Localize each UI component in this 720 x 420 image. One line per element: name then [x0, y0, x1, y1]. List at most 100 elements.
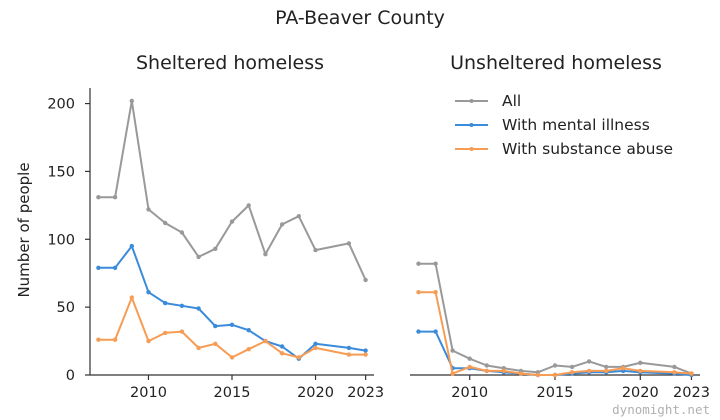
series-line-all	[418, 262, 692, 375]
data-point-with-substance-abuse	[346, 352, 352, 357]
x-tick-label: 2020	[297, 385, 334, 401]
data-point-all	[416, 261, 421, 266]
x-tick-label: 2015	[537, 385, 574, 401]
y-tick-label: 150	[47, 164, 75, 180]
series-all	[96, 98, 368, 283]
data-point-all	[363, 277, 368, 283]
data-point-with-substance-abuse	[246, 347, 251, 352]
data-point-all	[196, 254, 201, 260]
series-with-substance-abuse	[96, 295, 368, 360]
data-point-all	[163, 220, 168, 226]
data-point-with-mental-illness	[146, 290, 151, 295]
data-point-with-substance-abuse	[552, 372, 558, 378]
series-with-substance-abuse	[416, 290, 694, 378]
x-tick-label: 2015	[214, 385, 251, 401]
x-tick-label: 2023	[347, 385, 384, 401]
data-point-with-mental-illness	[246, 328, 251, 333]
data-point-with-substance-abuse	[604, 368, 609, 374]
data-point-with-substance-abuse	[279, 351, 285, 356]
legend-marker-substance-abuse	[469, 147, 474, 151]
data-point-all	[296, 214, 301, 219]
data-point-with-substance-abuse	[296, 355, 301, 360]
data-point-with-mental-illness	[213, 323, 218, 329]
data-point-all	[146, 207, 151, 212]
data-point-with-mental-illness	[313, 341, 318, 346]
data-point-all	[638, 360, 643, 365]
legend-entry-all: All	[455, 92, 521, 110]
y-axis-label: Number of people	[15, 162, 33, 297]
legend: All With mental illness With substance a…	[455, 92, 673, 158]
panel-title-sheltered: Sheltered homeless	[136, 52, 324, 74]
data-point-with-substance-abuse	[229, 355, 235, 360]
legend-label-mental-illness: With mental illness	[502, 116, 650, 134]
data-point-with-substance-abuse	[569, 370, 575, 375]
data-point-all	[604, 364, 609, 370]
data-point-all	[586, 359, 592, 364]
data-point-with-substance-abuse	[689, 371, 694, 376]
series-all	[416, 261, 694, 376]
data-point-with-substance-abuse	[535, 372, 541, 378]
legend-entry-mental-illness: With mental illness	[455, 116, 650, 134]
data-point-with-substance-abuse	[416, 290, 421, 295]
data-point-with-substance-abuse	[501, 368, 506, 374]
data-point-with-substance-abuse	[467, 364, 472, 370]
data-point-with-substance-abuse	[313, 345, 318, 351]
data-point-all	[484, 363, 489, 368]
series-line-with-substance-abuse	[98, 296, 366, 359]
data-point-all	[246, 203, 251, 208]
unsheltered-panel: 2010 2015 2020 2023	[410, 261, 710, 401]
data-point-all	[263, 252, 268, 257]
data-point-all	[569, 364, 575, 370]
data-point-with-mental-illness	[179, 303, 185, 308]
data-point-all	[279, 222, 285, 227]
data-point-with-substance-abuse	[112, 337, 118, 342]
legend-marker-mental-illness	[469, 123, 474, 127]
data-point-with-substance-abuse	[96, 337, 101, 342]
legend-label-substance-abuse: With substance abuse	[502, 140, 673, 158]
data-point-with-substance-abuse	[621, 366, 626, 371]
data-point-with-substance-abuse	[586, 368, 592, 374]
data-point-with-mental-illness	[112, 265, 118, 270]
data-point-with-substance-abuse	[450, 371, 455, 376]
data-point-with-mental-illness	[196, 306, 201, 311]
data-point-with-mental-illness	[346, 345, 352, 351]
data-point-all	[450, 348, 455, 353]
data-point-with-substance-abuse	[484, 368, 489, 374]
data-point-all	[433, 261, 438, 266]
data-point-with-mental-illness	[96, 265, 101, 270]
data-point-with-substance-abuse	[518, 371, 524, 376]
data-point-all	[179, 230, 185, 235]
y-tick-label: 200	[47, 97, 75, 113]
data-point-all	[467, 356, 472, 361]
panel-title-unsheltered: Unsheltered homeless	[450, 52, 662, 74]
data-point-with-substance-abuse	[672, 370, 677, 375]
data-point-with-substance-abuse	[363, 352, 368, 357]
data-point-all	[672, 364, 677, 370]
data-point-with-substance-abuse	[146, 338, 151, 344]
data-point-with-mental-illness	[433, 329, 438, 334]
data-point-with-substance-abuse	[638, 368, 643, 374]
data-point-with-mental-illness	[363, 348, 368, 353]
sheltered-panel: 2010 2015 2020 2023 0 50 100 150 200	[47, 88, 384, 401]
y-tick-label: 0	[66, 368, 75, 384]
x-tick-label: 2010	[130, 385, 167, 401]
watermark: dynomight.net	[612, 402, 710, 417]
data-point-all	[552, 363, 558, 368]
legend-entry-substance-abuse: With substance abuse	[455, 140, 673, 158]
legend-marker-all	[469, 99, 474, 103]
x-tick-label: 2020	[622, 385, 659, 401]
series-line-with-mental-illness	[98, 245, 366, 360]
y-tick-label: 50	[57, 300, 75, 316]
data-point-with-mental-illness	[416, 329, 421, 334]
data-point-with-mental-illness	[279, 344, 285, 349]
x-tick-label: 2010	[451, 385, 488, 401]
data-point-all	[96, 195, 101, 200]
y-tick-label: 100	[47, 232, 75, 248]
data-point-with-substance-abuse	[213, 341, 218, 346]
data-point-with-substance-abuse	[179, 329, 185, 334]
data-point-with-mental-illness	[163, 300, 168, 306]
series-line-with-substance-abuse	[418, 291, 692, 376]
data-point-all	[129, 98, 134, 104]
figure-title: PA-Beaver County	[275, 7, 445, 29]
